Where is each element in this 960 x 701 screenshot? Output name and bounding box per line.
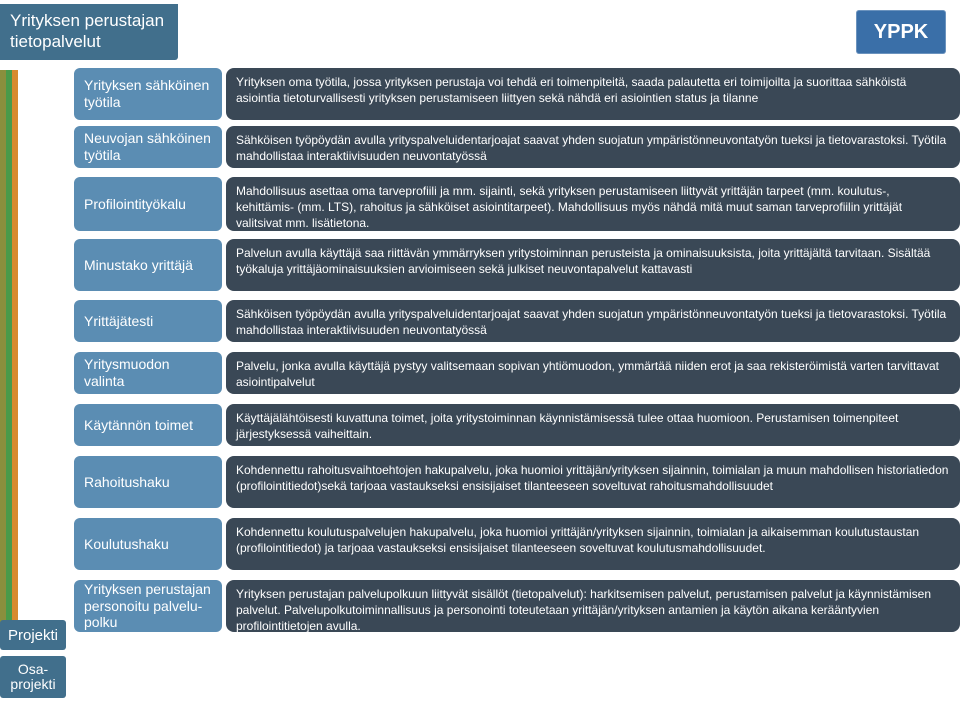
service-description: Käyttäjälähtöisesti kuvattuna toimet, jo… [226, 404, 960, 446]
service-row: Yrityksen perustajan personoitu palvelu-… [74, 580, 960, 632]
service-label: Käytännön toimet [74, 404, 222, 446]
service-row: ProfilointityökaluMahdollisuus asettaa o… [74, 177, 960, 231]
service-description: Palvelu, jonka avulla käyttäjä pystyy va… [226, 352, 960, 394]
page-title-line2: tietopalvelut [10, 32, 101, 51]
diagram-page: Yrityksen perustajan tietopalvelut YPPK … [0, 0, 960, 701]
service-label: Yritysmuodon valinta [74, 352, 222, 394]
service-label: Yrittäjätesti [74, 300, 222, 342]
service-description: Sähköisen työpöydän avulla yrityspalvelu… [226, 126, 960, 168]
service-row: RahoitushakuKohdennettu rahoitusvaihtoeh… [74, 456, 960, 508]
page-title-line1: Yrityksen perustajan [10, 11, 164, 30]
service-description: Yrityksen oma työtila, jossa yrityksen p… [226, 68, 960, 120]
service-label: Minustako yrittäjä [74, 239, 222, 291]
service-label: Yrityksen sähköinen työtila [74, 68, 222, 120]
service-description: Sähköisen työpöydän avulla yrityspalvelu… [226, 300, 960, 342]
service-row: Yritysmuodon valintaPalvelu, jonka avull… [74, 352, 960, 394]
service-label: Profilointityökalu [74, 177, 222, 231]
yppk-badge: YPPK [856, 10, 946, 54]
service-description: Kohdennettu koulutuspalvelujen hakupalve… [226, 518, 960, 570]
service-row: Minustako yrittäjäPalvelun avulla käyttä… [74, 239, 960, 291]
osaprojekti-badge: Osa- projekti [0, 656, 66, 698]
service-description: Kohdennettu rahoitusvaihtoehtojen hakupa… [226, 456, 960, 508]
osaprojekti-line1: Osa- [18, 661, 48, 677]
projekti-badge: Projekti [0, 620, 66, 650]
service-label: Neuvojan sähköinen työtila [74, 126, 222, 168]
service-row: Neuvojan sähköinen työtilaSähköisen työp… [74, 126, 960, 168]
service-description: Mahdollisuus asettaa oma tarveprofiili j… [226, 177, 960, 231]
service-row: Käytännön toimetKäyttäjälähtöisesti kuva… [74, 404, 960, 446]
service-label: Rahoitushaku [74, 456, 222, 508]
service-description: Yrityksen perustajan palvelupolkuun liit… [226, 580, 960, 632]
page-title-box: Yrityksen perustajan tietopalvelut [0, 4, 178, 60]
service-row: YrittäjätestiSähköisen työpöydän avulla … [74, 300, 960, 342]
service-row: KoulutushakuKohdennettu koulutuspalveluj… [74, 518, 960, 570]
service-label: Yrityksen perustajan personoitu palvelu-… [74, 580, 222, 632]
sidebar-stripe-orange [12, 70, 18, 630]
service-description: Palvelun avulla käyttäjä saa riittävän y… [226, 239, 960, 291]
osaprojekti-line2: projekti [10, 676, 55, 692]
service-row: Yrityksen sähköinen työtilaYrityksen oma… [74, 68, 960, 120]
service-label: Koulutushaku [74, 518, 222, 570]
